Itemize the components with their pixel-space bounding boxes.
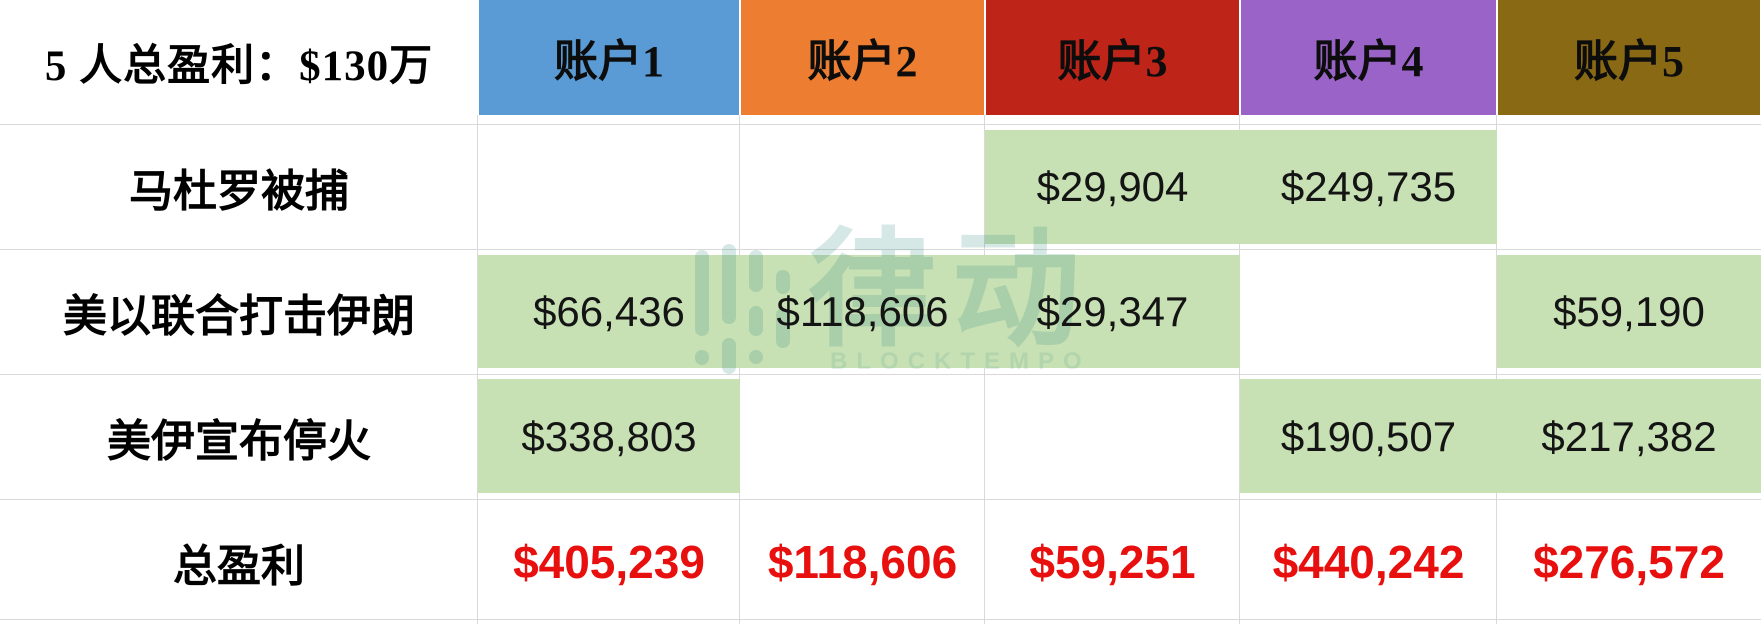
table-cell: $249,735: [1240, 125, 1497, 250]
cell-fill: [1497, 254, 1761, 369]
column-header-label: 账户4: [1313, 37, 1424, 87]
column-header-label: 账户2: [807, 37, 918, 87]
total-cell-account5: $276,572: [1533, 535, 1725, 588]
header-fill: [986, 0, 1239, 115]
table-cell: [740, 125, 985, 250]
cell-fill: [985, 129, 1240, 244]
table-cell: $59,190: [1497, 250, 1761, 375]
table-cell: [1497, 125, 1761, 250]
column-header-label: 账户5: [1574, 37, 1684, 87]
table-cell: [478, 125, 740, 250]
column-header-account5: 账户5: [1497, 0, 1761, 125]
column-header-label: 账户1: [554, 37, 664, 87]
table-cell: [985, 374, 1240, 499]
table-cell: [740, 374, 985, 499]
column-header-account1: 账户1: [478, 0, 740, 125]
table-cell: $29,904: [985, 125, 1240, 250]
page-title: 5 人总盈利：$130万: [44, 43, 434, 91]
cell-fill: [478, 379, 740, 494]
table-cell: $66,436: [478, 250, 740, 375]
table-cell: $338,803: [478, 374, 740, 499]
table-cell: [1240, 250, 1497, 375]
cell-fill: [478, 254, 740, 369]
cell-fill: [1497, 379, 1761, 494]
header-fill: [741, 0, 984, 115]
total-cell-account4: $440,242: [1272, 535, 1465, 588]
cell-fill: [1240, 129, 1497, 244]
column-header-account2: 账户2: [740, 0, 985, 125]
total-cell-account3: $59,251: [1029, 535, 1196, 588]
column-header-label: 账户3: [1057, 37, 1168, 87]
table-cell: $29,347: [985, 250, 1240, 375]
table-cell: $118,606: [740, 250, 985, 375]
row-label-total-profit: 总盈利: [173, 541, 305, 591]
row-label-us-israel-strike: 美以联合打击伊朗: [63, 291, 415, 341]
table-cell: $217,382: [1497, 374, 1761, 499]
table-cell: $190,507: [1240, 374, 1497, 499]
total-cell-account1: $405,239: [513, 535, 705, 588]
total-cell-account2: $118,606: [767, 535, 958, 588]
header-fill: [1241, 0, 1496, 115]
cell-fill: [1240, 379, 1497, 494]
header-fill: [1498, 0, 1760, 115]
column-header-account3: 账户3: [985, 0, 1240, 125]
cell-fill: [740, 254, 985, 369]
cell-fill: [985, 254, 1240, 369]
column-header-account4: 账户4: [1240, 0, 1497, 125]
header-fill: [479, 0, 739, 115]
row-label-ceasefire: 美伊宣布停火: [107, 416, 371, 466]
row-label-maduro: 马杜罗被捕: [129, 167, 349, 217]
table-title-cell: 5 人总盈利：$130万: [0, 0, 478, 125]
